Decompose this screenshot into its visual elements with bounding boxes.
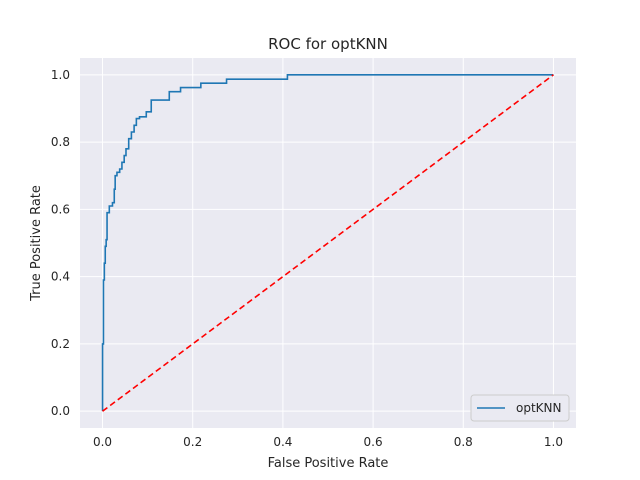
- y-axis-label: True Positive Rate: [29, 185, 44, 302]
- series-line-optknn: [101, 74, 554, 412]
- legend-box: [470, 394, 570, 422]
- legend-label-optknn: optKNN: [516, 401, 562, 415]
- y-tick-label: 0.6: [51, 202, 70, 216]
- x-tick-label: 0.6: [364, 435, 383, 449]
- x-tick-label: 0.2: [183, 435, 202, 449]
- x-tick-label: 1.0: [544, 435, 563, 449]
- x-tick-label: 0.8: [454, 435, 473, 449]
- x-axis-ticks: 0.0 0.2 0.4 0.6 0.8 1.0: [93, 435, 563, 449]
- x-tick-label: 0.0: [93, 435, 112, 449]
- x-tick-label: 0.4: [273, 435, 292, 449]
- chart-title: ROC for optKNN: [268, 35, 388, 53]
- grid: [80, 58, 576, 428]
- x-axis-label: False Positive Rate: [268, 456, 389, 471]
- series-lines: [101, 74, 554, 412]
- diagonal-reference-line: [102, 74, 554, 412]
- y-axis-ticks: 0.0 0.2 0.4 0.6 0.8 1.0: [51, 68, 70, 418]
- y-tick-label: 1.0: [51, 68, 70, 82]
- y-tick-label: 0.0: [51, 404, 70, 418]
- y-tick-label: 0.8: [51, 135, 70, 149]
- legend: optKNN: [470, 394, 570, 422]
- y-tick-label: 0.4: [51, 270, 70, 284]
- y-tick-label: 0.2: [51, 337, 70, 351]
